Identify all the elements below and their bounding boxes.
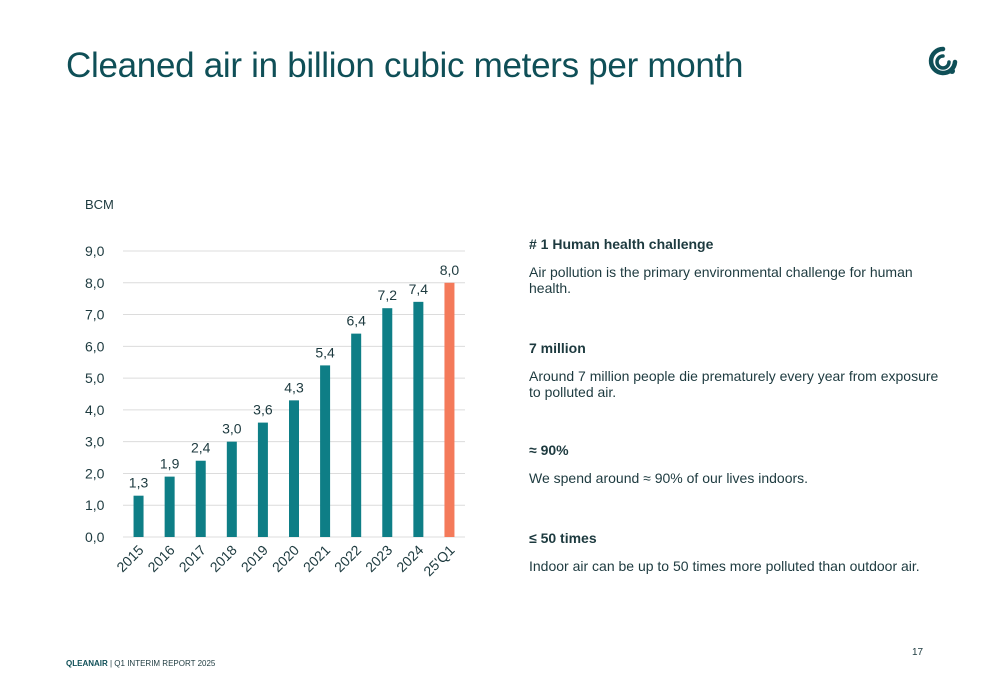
footer-text: | Q1 INTERIM REPORT 2025 (107, 659, 216, 668)
data-label: 3,0 (222, 421, 242, 437)
y-tick-label: 1,0 (85, 497, 105, 513)
x-tick-label: 2022 (331, 542, 364, 575)
data-label: 4,3 (284, 379, 304, 395)
data-label: 6,4 (346, 313, 366, 329)
bar (382, 308, 393, 537)
info-block-indoors: ≈ 90% We spend around ≈ 90% of our lives… (529, 442, 949, 486)
page-title: Cleaned air in billion cubic meters per … (66, 46, 744, 85)
info-block-million: 7 million Around 7 million people die pr… (529, 340, 949, 400)
x-tick-label: 2020 (269, 542, 302, 575)
info-block-health: # 1 Human health challenge Air pollution… (529, 236, 949, 296)
y-axis-label: BCM (85, 197, 114, 212)
info-text: Indoor air can be up to 50 times more po… (529, 558, 920, 574)
data-label: 3,6 (253, 402, 273, 418)
x-tick-label: 2017 (176, 542, 209, 575)
y-tick-label: 7,0 (85, 307, 105, 323)
qleanair-logo-icon (928, 46, 958, 76)
y-tick-label: 8,0 (85, 275, 105, 291)
y-tick-label: 5,0 (85, 370, 105, 386)
y-tick-label: 0,0 (85, 529, 105, 545)
bar (320, 365, 331, 537)
x-tick-label: 2015 (113, 542, 146, 575)
y-tick-label: 3,0 (85, 434, 105, 450)
bar-chart: BCM 0,0 1,0 2,0 3,0 4,0 5,0 6,0 7,0 8,0 9,0 1,3 2015… (85, 197, 465, 580)
bar (413, 301, 424, 537)
bar (164, 476, 175, 537)
info-heading: 7 million (529, 340, 586, 356)
bar (195, 460, 206, 537)
data-label: 7,4 (409, 281, 429, 297)
bar (351, 333, 362, 537)
y-tick-label: 2,0 (85, 465, 105, 481)
x-tick-label: 2016 (144, 542, 177, 575)
page-number: 17 (912, 647, 924, 658)
info-text: Air pollution is the primary environment… (529, 264, 913, 296)
data-label: 8,0 (440, 262, 460, 278)
bar (133, 495, 144, 537)
data-label: 2,4 (191, 440, 211, 456)
data-label: 7,2 (378, 287, 398, 303)
x-tick-label: 25'Q1 (420, 542, 458, 580)
y-tick-label: 9,0 (85, 243, 105, 259)
info-text: We spend around ≈ 90% of our lives indoo… (529, 470, 809, 486)
y-tick-label: 6,0 (85, 338, 105, 354)
bar (226, 441, 237, 537)
data-label: 1,3 (129, 475, 149, 491)
bar (444, 282, 455, 537)
info-heading: ≤ 50 times (529, 530, 597, 546)
x-tick-label: 2019 (238, 542, 271, 575)
data-label: 1,9 (160, 456, 180, 472)
bar (257, 422, 268, 537)
info-heading: ≈ 90% (529, 442, 569, 458)
x-tick-label: 2021 (300, 542, 333, 575)
y-tick-label: 4,0 (85, 402, 105, 418)
info-block-polluted: ≤ 50 times Indoor air can be up to 50 ti… (529, 530, 949, 574)
info-text: Around 7 million people die prematurely … (529, 368, 939, 400)
x-tick-label: 2018 (207, 542, 240, 575)
footer: QLEANAIR | Q1 INTERIM REPORT 2025 (66, 659, 215, 668)
info-heading: # 1 Human health challenge (529, 236, 714, 252)
x-tick-label: 2023 (362, 542, 395, 575)
bar (289, 400, 299, 537)
footer-brand: QLEANAIR (66, 659, 108, 668)
data-label: 5,4 (315, 344, 335, 360)
